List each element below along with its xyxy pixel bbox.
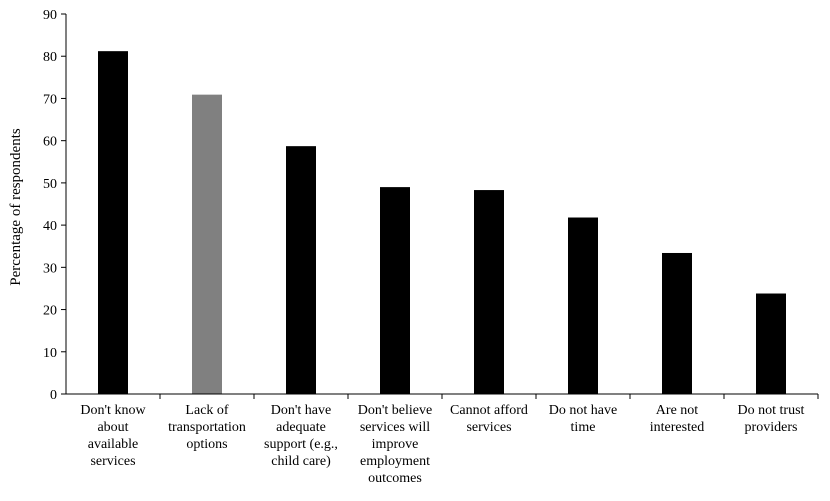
y-tick-label: 70	[43, 92, 57, 107]
y-tick-label: 50	[43, 177, 57, 192]
bar	[756, 293, 786, 394]
x-category-label: Don't know about available services	[80, 403, 146, 469]
bar	[192, 94, 222, 395]
x-category-label: Do not have time	[549, 403, 617, 435]
bars	[98, 51, 786, 395]
y-axis-label: Percentage of respondents	[8, 128, 24, 286]
bar	[98, 51, 128, 395]
y-tick-label: 90	[43, 8, 57, 23]
y-tick-label: 0	[50, 388, 57, 403]
y-tick-label: 20	[43, 304, 57, 319]
y-tick-label: 60	[43, 135, 57, 150]
bar	[474, 190, 504, 394]
y-tick-label: 80	[43, 50, 57, 65]
x-category-label: Are not interested	[650, 403, 704, 435]
x-category-label: Don't have adequate support (e.g., child ca…	[264, 403, 338, 469]
bar	[286, 146, 316, 394]
bar	[380, 187, 410, 394]
x-axis: Don't know about available services Lack of t…	[66, 393, 819, 486]
x-category-label: Cannot afford services	[450, 403, 528, 435]
x-category-label: Do not trust providers	[738, 403, 805, 435]
x-category-label: Lack of transportation options	[168, 403, 246, 452]
bar	[568, 217, 598, 394]
y-tick-label: 10	[43, 346, 57, 361]
bar	[662, 252, 692, 394]
y-axis: 0 10 20 30 40 50 60 70 80 90	[43, 8, 67, 403]
y-tick-label: 30	[43, 261, 57, 276]
x-category-label: Don't believe services will improve employm…	[358, 403, 432, 486]
y-tick-label: 40	[43, 219, 57, 234]
